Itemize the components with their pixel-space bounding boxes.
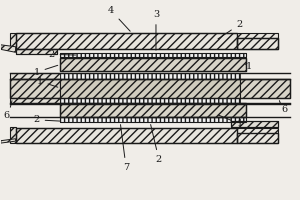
Polygon shape (1, 45, 16, 52)
Text: 4: 4 (108, 6, 130, 31)
Text: 6: 6 (281, 105, 287, 114)
Text: 3: 3 (153, 10, 159, 50)
Bar (60, 73, 240, 79)
Text: 1: 1 (245, 62, 252, 71)
Bar (231, 121, 278, 127)
Bar (16, 49, 57, 54)
Bar (60, 117, 246, 122)
Text: 2: 2 (151, 125, 162, 164)
Bar (10, 79, 290, 98)
Bar (60, 103, 246, 117)
Bar (60, 58, 246, 71)
Bar (60, 104, 246, 117)
Text: 6: 6 (4, 111, 10, 120)
Text: 1: 1 (218, 115, 243, 128)
Bar (60, 53, 246, 57)
Polygon shape (1, 139, 16, 143)
Polygon shape (10, 33, 16, 49)
Bar (240, 79, 290, 98)
Text: 2: 2 (33, 115, 61, 124)
Bar (237, 38, 278, 49)
Bar (16, 33, 278, 49)
Text: 1: 1 (33, 65, 58, 77)
Bar (60, 117, 246, 122)
Bar (237, 38, 278, 49)
Text: 2: 2 (218, 20, 243, 39)
Bar (16, 33, 237, 49)
Bar (10, 79, 60, 98)
Text: 1: 1 (36, 77, 58, 87)
Bar (231, 121, 278, 127)
Bar (60, 98, 240, 103)
Bar (60, 58, 246, 71)
Bar (10, 98, 60, 103)
Text: 2: 2 (48, 50, 76, 59)
Bar (237, 133, 278, 143)
Bar (16, 128, 237, 143)
Bar (60, 53, 246, 57)
Bar (16, 49, 57, 54)
Bar (60, 79, 240, 98)
Text: 7: 7 (121, 125, 129, 172)
Polygon shape (10, 127, 16, 143)
Bar (16, 128, 278, 143)
Bar (10, 73, 63, 79)
